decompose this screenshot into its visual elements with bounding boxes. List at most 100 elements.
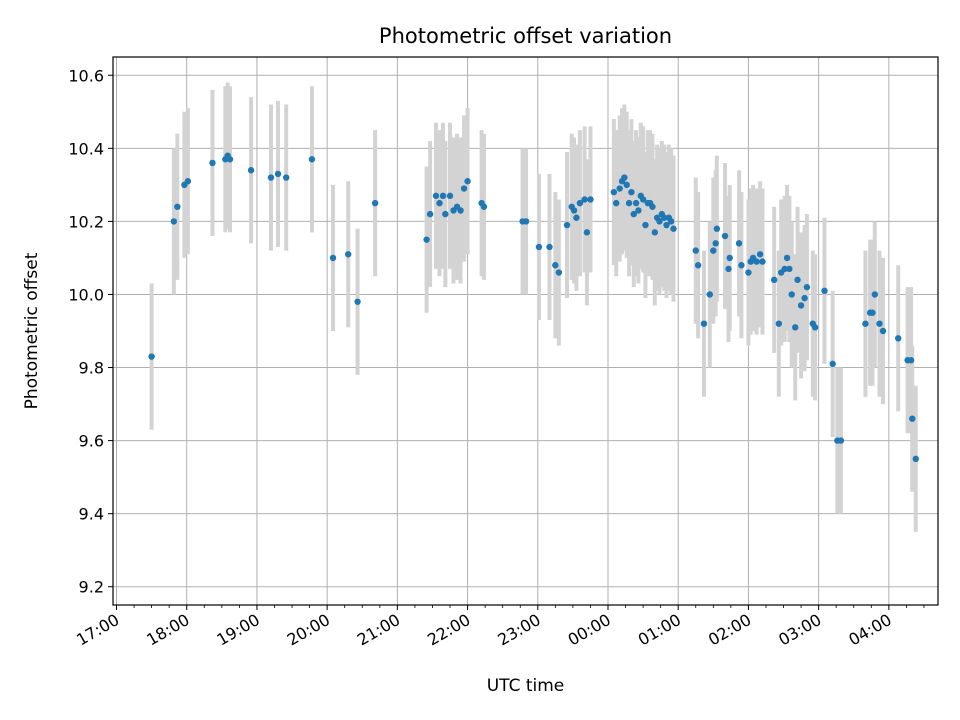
data-point [792,324,799,331]
data-point [354,298,361,305]
data-point [457,207,464,214]
data-point [555,269,563,276]
data-point [745,269,752,276]
data-point [726,254,733,262]
chart-title: Photometric offset variation [379,24,672,48]
y-tick-label: 10.0 [68,285,104,304]
x-axis-label: UTC time [487,676,565,696]
data-point [436,199,443,207]
data-point [706,291,714,298]
data-point [871,291,879,298]
data-point [907,357,915,364]
data-point [811,324,819,331]
data-point [770,276,778,284]
data-point [794,276,801,284]
data-point [895,335,902,342]
data-point [630,210,637,218]
data-point [625,199,633,207]
y-tick-label: 9.6 [79,432,104,451]
data-point [563,221,571,229]
data-point [274,170,282,178]
data-point [628,188,635,196]
y-tick-label: 9.2 [79,578,104,597]
data-point [576,199,584,207]
data-point [442,210,449,218]
data-point [148,353,155,360]
data-point [788,291,795,298]
data-point [735,240,743,247]
data-point [432,192,440,200]
data-point [775,320,783,327]
data-point [783,254,791,262]
data-point [756,251,764,258]
data-point [570,207,578,214]
y-tick-label: 10.2 [68,212,104,231]
data-point [426,210,434,218]
plot-frame [112,56,939,606]
data-point [184,178,192,185]
data-point [345,251,352,258]
data-point [460,185,468,192]
data-point [583,229,591,236]
data-point [616,185,623,192]
data-point [267,174,275,181]
y-tick-label: 10.6 [68,66,104,85]
data-point [879,327,887,335]
data-point [247,167,255,174]
data-point [667,218,675,225]
data-points [148,152,919,463]
data-point [781,265,788,273]
data-point [464,178,471,185]
data-point [694,262,702,269]
data-point [174,203,181,210]
y-axis-ticks: 9.2 9.4 9.6 9.8 10.0 10.2 10.4 10.6 [68,66,113,597]
data-point [912,455,919,463]
data-point [660,214,668,221]
data-point [573,214,580,221]
data-point [670,225,677,232]
data-point [610,188,618,196]
data-point [635,207,642,214]
data-point [581,196,588,203]
data-point [552,262,559,269]
data-point [797,302,805,309]
data-point [786,265,793,273]
data-point [612,199,620,207]
data-point [692,247,699,254]
data-point [209,159,216,167]
data-point [801,294,808,302]
data-point [656,218,663,225]
data-point [710,247,717,254]
data-point [170,218,178,225]
y-tick-label: 10.4 [68,139,104,158]
data-point [649,203,656,210]
data-point [439,192,447,200]
data-point [226,156,234,163]
data-point [282,174,290,181]
data-point [329,254,337,262]
data-point [721,232,729,240]
data-point [700,320,708,327]
data-point [876,320,883,327]
data-point [446,192,454,200]
y-axis-label: Photometric offset [22,252,42,409]
data-point [803,283,811,291]
data-point [869,309,876,316]
data-point [639,196,647,203]
data-point [535,243,543,251]
data-point [753,258,760,265]
data-point [587,196,594,203]
data-point [480,203,488,210]
data-point [642,221,649,229]
data-point [759,258,766,265]
data-point [632,199,640,207]
y-tick-label: 9.8 [79,359,104,378]
y-tick-label: 9.4 [79,505,104,524]
data-point [909,415,916,422]
data-point [623,181,630,189]
data-point [821,287,828,295]
data-point [371,199,379,207]
data-point [423,236,430,243]
data-point [546,243,553,251]
